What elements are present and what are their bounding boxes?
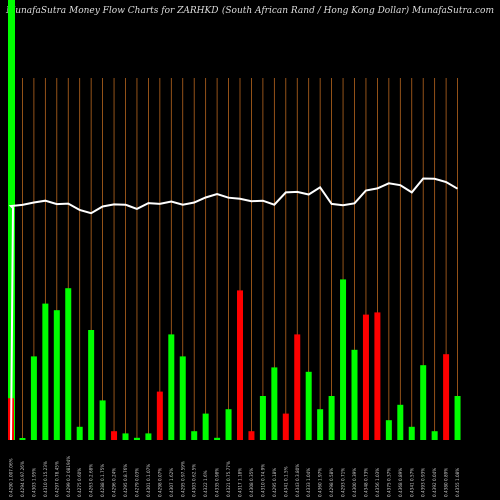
flow-bar [397, 404, 404, 440]
flow-bar [202, 413, 209, 440]
x-tick-label: 0.4308 0.35% [249, 468, 254, 497]
x-tick-label: 0.4393 0.93% [421, 468, 426, 497]
flow-bar [259, 396, 266, 440]
x-tick-label: 0.4310 0.74.9% [260, 464, 265, 497]
flow-bar [111, 431, 118, 440]
x-tick-label: 0.4307 1.62% [169, 468, 174, 497]
x-tick-label: 0.4348 0.73% [363, 468, 368, 497]
x-tick-label: 0.4290 1.007.06% [9, 458, 14, 497]
x-tick-label: 0.4298 0.58% [329, 468, 334, 497]
x-tick-label: 0.4301 0.1.07% [146, 464, 151, 497]
x-tick-label: 0.4263 0.2.68% [89, 464, 94, 497]
chart-title-left: MunafaSutra Money Flow Charts for ZARHKD [6, 6, 219, 16]
flow-bar [156, 391, 163, 440]
flow-bar [443, 354, 450, 440]
x-tick-label: 0.4341 0.1.5% [283, 466, 288, 497]
flow-bar [30, 356, 37, 440]
flow-bar [420, 365, 427, 440]
flow-bar [454, 396, 461, 440]
flow-bar [317, 409, 324, 440]
x-tick-label: 0.4335 0.98% [215, 468, 220, 497]
x-tick-label: 0.4300 0.39% [352, 468, 357, 497]
flow-bar [88, 330, 95, 440]
flow-bar [408, 426, 415, 440]
x-tick-label: 0.4380 0.89% [444, 468, 449, 497]
flow-bar [271, 367, 278, 440]
flow-bar [374, 312, 381, 440]
x-tick-label: 0.4322 1.6% [203, 470, 208, 497]
x-tick-label: 0.4310 0.15.23% [43, 461, 48, 497]
flow-bar [76, 426, 83, 440]
flow-bar [225, 409, 232, 440]
flow-bar [19, 438, 26, 440]
x-tick-label: 0.4360 1.97% [318, 468, 323, 497]
flow-bar [362, 314, 369, 440]
flow-bar [65, 288, 72, 440]
flow-bar [305, 371, 312, 440]
flow-bar [282, 413, 289, 440]
x-tick-label: 0.4368 0.89% [398, 468, 403, 497]
flow-bar [248, 431, 255, 440]
flow-bar [237, 290, 243, 440]
x-tick-label: 0.4295 0.97.59% [180, 461, 185, 497]
x-tick-label: 0.4297 0.78.45% [54, 461, 59, 497]
x-tick-label: 0.4299 0.2 08194% [66, 456, 71, 497]
flow-bar [431, 431, 438, 440]
x-tick-label: 0.4293 0.71% [341, 468, 346, 497]
x-tick-label: 0.4341 0.57% [409, 468, 414, 497]
x-tick-label: 0.4356 1.03% [375, 468, 380, 497]
flow-bar [168, 334, 175, 440]
x-tick-label: 0.4288 0.1.75% [100, 464, 105, 497]
x-tick-label: 0.4275 0.60% [77, 468, 82, 497]
x-tick-label: 0.4294 0.97.26% [20, 461, 25, 497]
flow-bar [191, 431, 198, 440]
flow-bar [53, 310, 60, 440]
flow-bar [133, 437, 140, 440]
flow-bar [294, 334, 301, 440]
x-tick-label: 0.4392 0.04% [432, 468, 437, 497]
x-tick-label: 0.4298 0.07% [157, 468, 162, 497]
x-tick-label: 0.4279 0.03% [134, 468, 139, 497]
flow-bar [99, 400, 106, 440]
flow-bar [385, 420, 392, 440]
flow-bar [328, 396, 335, 440]
price-line [8, 177, 459, 441]
x-tick-label: 0.4295 0.8.76% [123, 464, 128, 497]
x-tick-label: 0.4317 1.18% [238, 468, 243, 497]
x-tick-label: 0.4303 1.95% [31, 468, 36, 497]
flow-bar [340, 279, 347, 440]
chart-title-right: (South African Rand / Hong Kong Dollar) … [221, 6, 494, 16]
x-tick-label: 0.4355 1.08% [455, 468, 460, 497]
flow-bar [179, 356, 186, 440]
x-tick-label: 0.4343 0.3.80% [295, 464, 300, 497]
highlight-bar [8, 0, 15, 440]
flow-bar [351, 349, 358, 440]
x-tick-label: 0.4295 0.18% [272, 468, 277, 497]
x-tick-label: 0.4321 0.75.77% [226, 461, 231, 497]
flow-bar [122, 433, 129, 440]
flow-bar [214, 437, 221, 440]
x-tick-label: 0.4296 0.24% [112, 468, 117, 497]
x-tick-label: 0.4375 0.37% [386, 468, 391, 497]
flow-bar [42, 303, 49, 440]
x-tick-label: 0.4333 1.04% [306, 468, 311, 497]
x-tick-label: 0.4303 0.62.5% [192, 464, 197, 497]
flow-bar [145, 433, 152, 440]
